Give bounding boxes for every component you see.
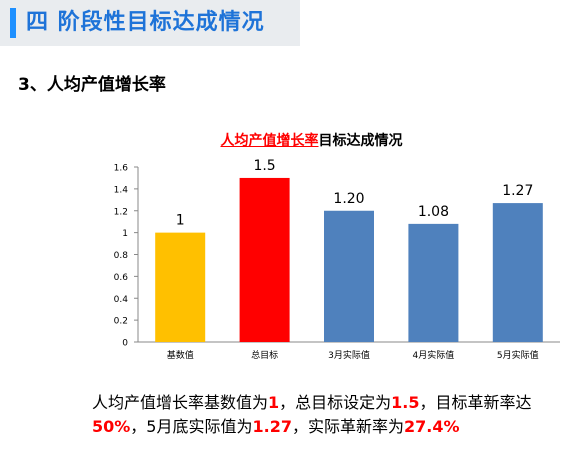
y-tick-label: 0.6: [114, 273, 129, 283]
bar-4: [408, 223, 459, 342]
summary-text-2: ，总目标设定为: [279, 393, 392, 412]
bar-chart: 0 0.2 0.4 0.6 0.8 1 1.2 1.4 1.6 1 基数值 1.5 总目标 1.20 3月实…: [114, 158, 560, 361]
summary-text-4: ，5月底实际值为: [130, 417, 253, 436]
x-tick-label: 总目标: [251, 349, 278, 361]
data-label: 1.5: [253, 158, 275, 174]
x-tick-label: 3月实际值: [328, 349, 370, 361]
data-label: 1.08: [418, 204, 449, 220]
summary-text-1: 人均产值增长率基数值为: [92, 393, 269, 412]
subheading: 3、人均产值增长率: [18, 75, 166, 95]
y-tick-label: 1.6: [114, 164, 129, 174]
summary-text-3: ，目标革新率达: [419, 393, 532, 412]
y-tick-label: 0.2: [114, 317, 128, 327]
bar-3: [324, 210, 374, 342]
x-tick-label: 4月实际值: [413, 349, 455, 361]
summary-value-actual-rate: 27.4%: [403, 417, 460, 436]
bar-2: [239, 177, 290, 342]
section-title: 四 阶段性目标达成情况: [26, 10, 265, 35]
chart-title: 人均产值增长率目标达成情况: [0, 130, 583, 150]
chart-title-rest: 目标达成情况: [318, 133, 403, 149]
x-tick-label: 5月实际值: [497, 349, 539, 361]
y-tick-label: 1.2: [114, 207, 128, 217]
data-label: 1.20: [333, 191, 364, 207]
bar-5: [492, 203, 543, 342]
y-tick-label: 0.8: [114, 251, 129, 261]
y-tick-label: 1: [122, 229, 128, 239]
summary-text-5: ，实际革新率为: [291, 417, 404, 436]
section-accent-bar: [10, 8, 16, 38]
data-label: 1: [176, 213, 185, 229]
summary-value-base: 1: [268, 393, 280, 412]
summary-value-target: 1.5: [391, 393, 420, 412]
y-tick-label: 0.4: [114, 295, 129, 305]
y-tick-label: 0: [122, 339, 128, 349]
summary-text: 人均产值增长率基数值为1，总目标设定为1.5，目标革新率达 50%，5月底实际值为…: [92, 391, 562, 439]
y-tick-label: 1.4: [114, 185, 129, 195]
bar-1: [155, 232, 206, 342]
summary-value-may-actual: 1.27: [252, 417, 292, 436]
summary-value-target-rate: 50%: [92, 417, 131, 436]
chart-title-highlight: 人均产值增长率: [220, 133, 319, 149]
x-tick-label: 基数值: [167, 349, 194, 361]
data-label: 1.27: [502, 183, 533, 199]
section-header: 四 阶段性目标达成情况: [0, 0, 300, 46]
